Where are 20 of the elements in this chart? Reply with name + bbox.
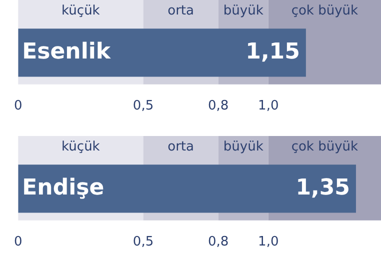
x-tick-label: 0,5 (132, 234, 154, 250)
x-tick-label: 0 (14, 234, 22, 250)
data-label: 1,35 (296, 175, 350, 200)
band-label: büyük (223, 3, 264, 18)
x-tick-label: 0 (14, 98, 22, 114)
band-label: orta (168, 3, 194, 18)
band-label: küçük (62, 3, 100, 18)
band-label: büyük (223, 139, 264, 154)
y-tick-label: Endişe (22, 175, 104, 200)
x-tick-label: 0,8 (208, 98, 229, 114)
band-label: çok büyük (291, 3, 359, 18)
band-label: küçük (62, 139, 100, 154)
data-label: 1,15 (246, 39, 300, 64)
x-tick-label: 1,0 (258, 98, 279, 114)
band-label: çok büyük (291, 139, 359, 154)
x-tick-label: 0,8 (208, 234, 229, 250)
band-label: orta (168, 139, 194, 154)
x-tick-label: 0,5 (132, 98, 154, 114)
x-tick-label: 1,0 (258, 234, 279, 250)
y-tick-label: Esenlik (22, 39, 112, 64)
